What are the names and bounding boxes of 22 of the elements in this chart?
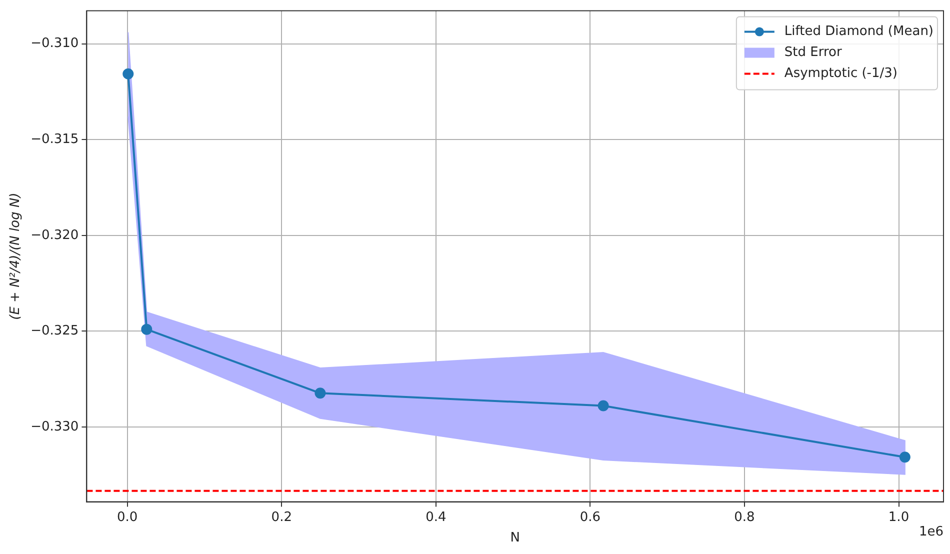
y-tick-label: −0.330: [30, 419, 79, 434]
x-tick-label: 0.2: [271, 510, 292, 525]
y-tick-label: −0.315: [30, 132, 79, 147]
x-tick-label: 0.6: [580, 510, 601, 525]
point: [141, 324, 152, 335]
y-tick-label: −0.320: [30, 228, 79, 243]
legend-label: Std Error: [784, 45, 842, 60]
point: [314, 388, 326, 399]
y-tick-label: −0.325: [30, 324, 79, 339]
x-tick-label: 0.0: [117, 510, 138, 525]
x-axis-title: N: [510, 530, 520, 546]
point: [598, 400, 609, 412]
text: 1e6: [918, 524, 944, 540]
legend-label: Asymptotic (-1/3): [784, 66, 898, 82]
point: [899, 452, 910, 463]
y-axis-title: (E + N²/4)/(N log N): [8, 192, 24, 320]
legend-label: Lifted Diamond (Mean): [784, 24, 934, 40]
y-tick-label: −0.310: [30, 36, 79, 52]
x-tick-label: 0.8: [734, 510, 755, 525]
x-tick-label: 1.0: [888, 510, 910, 525]
x-tick-label: 0.4: [426, 510, 446, 525]
point: [122, 68, 134, 80]
